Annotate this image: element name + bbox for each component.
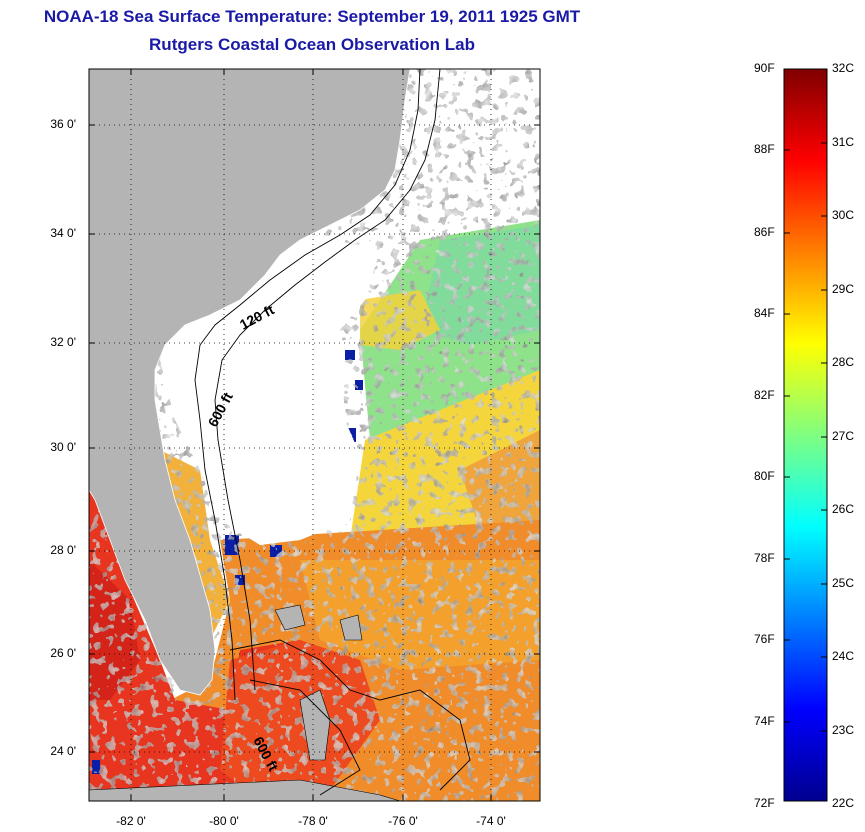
colorbar xyxy=(783,68,828,802)
lat-tick-label: 36 0' xyxy=(50,117,76,131)
lat-tick-label: 28 0' xyxy=(50,543,76,557)
colorbar-f-label: 84F xyxy=(754,306,775,320)
colorbar-f-label: 78F xyxy=(754,551,775,565)
colorbar-c-label: 23C xyxy=(832,723,855,737)
colorbar-c-label: 22C xyxy=(832,796,855,810)
colorbar-c-label: 29C xyxy=(832,282,855,296)
colorbar-f-label: 80F xyxy=(754,469,775,483)
lon-tick-label: -80 0' xyxy=(209,814,239,828)
map-frame xyxy=(88,68,541,802)
lon-tick-label: -76 0' xyxy=(388,814,418,828)
colorbar-c-label: 25C xyxy=(832,576,855,590)
colorbar-f-label: 74F xyxy=(754,714,775,728)
colorbar-c-label: 31C xyxy=(832,135,855,149)
colorbar-ticks xyxy=(784,142,827,732)
colorbar-f-label: 86F xyxy=(754,225,775,239)
colorbar-c-label: 30C xyxy=(832,208,855,222)
lat-tick-label: 32 0' xyxy=(50,335,76,349)
islands xyxy=(89,604,401,801)
axis-ticks xyxy=(89,69,540,801)
lat-tick-label: 24 0' xyxy=(50,744,76,758)
colorbar-f-label: 88F xyxy=(754,142,775,156)
colorbar-f-label: 76F xyxy=(754,632,775,646)
isobath-contours xyxy=(194,69,471,796)
lon-tick-label: -78 0' xyxy=(298,814,328,828)
colorbar-c-label: 24C xyxy=(832,649,855,663)
graticule xyxy=(89,69,540,801)
map-subtitle: Rutgers Coastal Ocean Observation Lab xyxy=(149,35,475,54)
colorbar-f-label: 72F xyxy=(754,796,775,810)
colorbar-c-label: 32C xyxy=(832,61,855,75)
map-panel xyxy=(89,69,540,801)
colorbar-c-label: 27C xyxy=(832,429,855,443)
lat-tick-label: 30 0' xyxy=(50,440,76,454)
colorbar-f-label: 90F xyxy=(754,61,775,75)
map-title: NOAA-18 Sea Surface Temperature: Septemb… xyxy=(43,7,581,26)
colorbar-c-label: 28C xyxy=(832,355,855,369)
land-mass xyxy=(89,69,411,696)
lat-tick-label: 34 0' xyxy=(50,226,76,240)
lat-tick-label: 26 0' xyxy=(50,646,76,660)
lon-tick-label: -74 0' xyxy=(476,814,506,828)
colorbar-c-label: 26C xyxy=(832,502,855,516)
colorbar-f-label: 82F xyxy=(754,388,775,402)
lon-tick-label: -82 0' xyxy=(116,814,146,828)
